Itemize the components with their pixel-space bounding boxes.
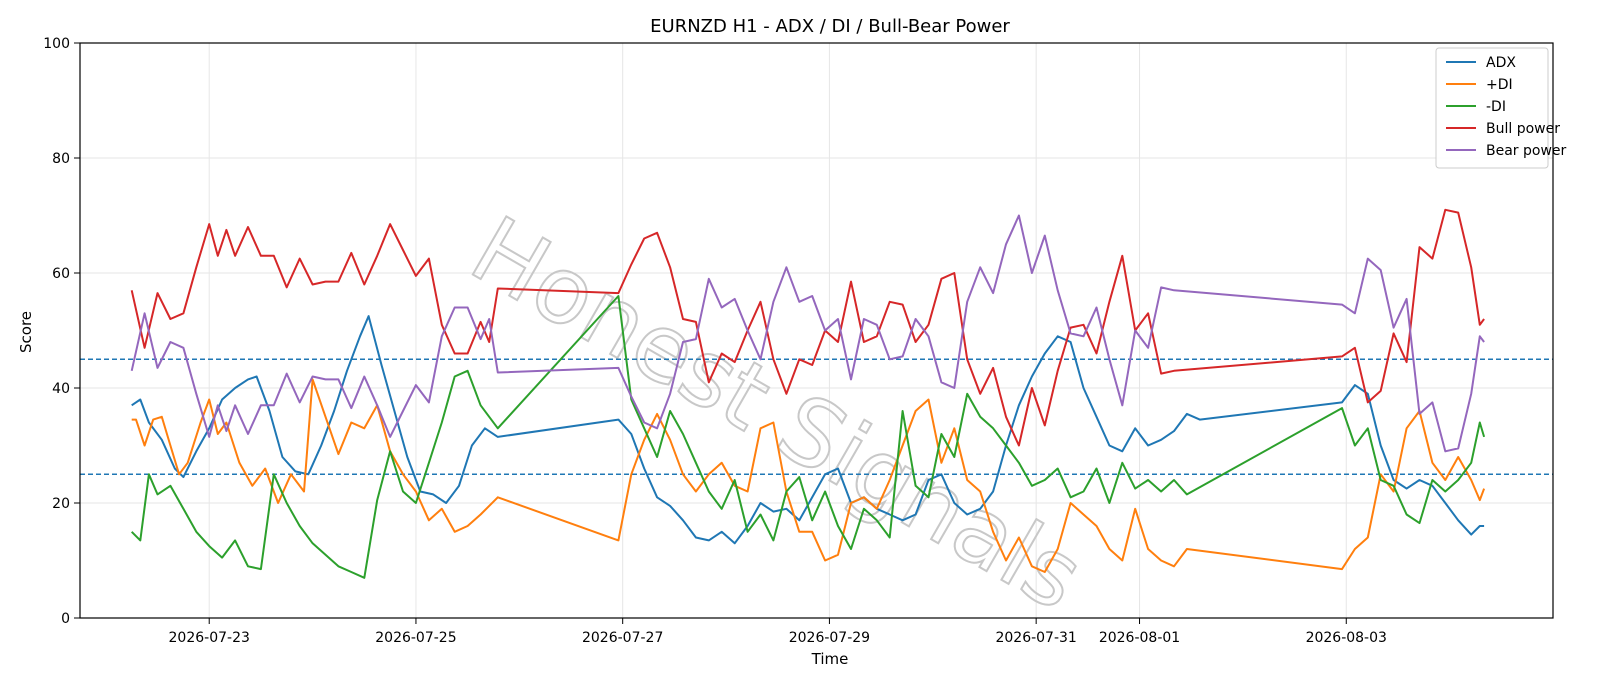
x-tick-label: 2026-07-25 [375, 630, 456, 646]
x-tick-label: 2026-07-27 [582, 630, 663, 646]
y-axis-ticks: 0 20 40 60 80 100 [43, 36, 80, 627]
legend-box [1435, 47, 1549, 169]
series-line-bull-power [130, 208, 1485, 447]
x-tick-label: 2026-07-29 [789, 630, 870, 646]
y-tick-label: 80 [52, 151, 70, 167]
legend-label: Bull power [1486, 121, 1560, 137]
legend-label: Bear power [1486, 143, 1567, 159]
y-tick-label: 60 [52, 266, 70, 282]
series-line-di [130, 295, 1486, 579]
legend: ADX +DI -DI Bull power Bear power [1435, 47, 1567, 169]
chart-title: EURNZD H1 - ADX / DI / Bull-Bear Power [650, 16, 1010, 37]
x-tick-label: 2026-07-23 [169, 630, 250, 646]
x-tick-label: 2026-08-03 [1306, 630, 1387, 646]
y-tick-label: 100 [43, 36, 70, 52]
legend-label: ADX [1486, 55, 1516, 71]
y-tick-label: 40 [52, 381, 70, 397]
series-lines [130, 208, 1486, 579]
legend-label: +DI [1486, 77, 1513, 93]
legend-label: -DI [1486, 99, 1506, 115]
plot-frame [79, 42, 1554, 619]
x-tick-label: 2026-08-01 [1099, 630, 1180, 646]
series-line-di [131, 378, 1486, 573]
x-axis-ticks: 2026-07-23 2026-07-25 2026-07-27 2026-07-29… [169, 618, 1387, 646]
y-tick-label: 20 [52, 496, 70, 512]
x-axis-label: Time [811, 650, 849, 668]
x-tick-label: 2026-07-31 [995, 630, 1076, 646]
series-line-bear-power [130, 214, 1485, 453]
y-axis-label: Score [17, 311, 35, 353]
y-tick-label: 0 [61, 611, 70, 627]
